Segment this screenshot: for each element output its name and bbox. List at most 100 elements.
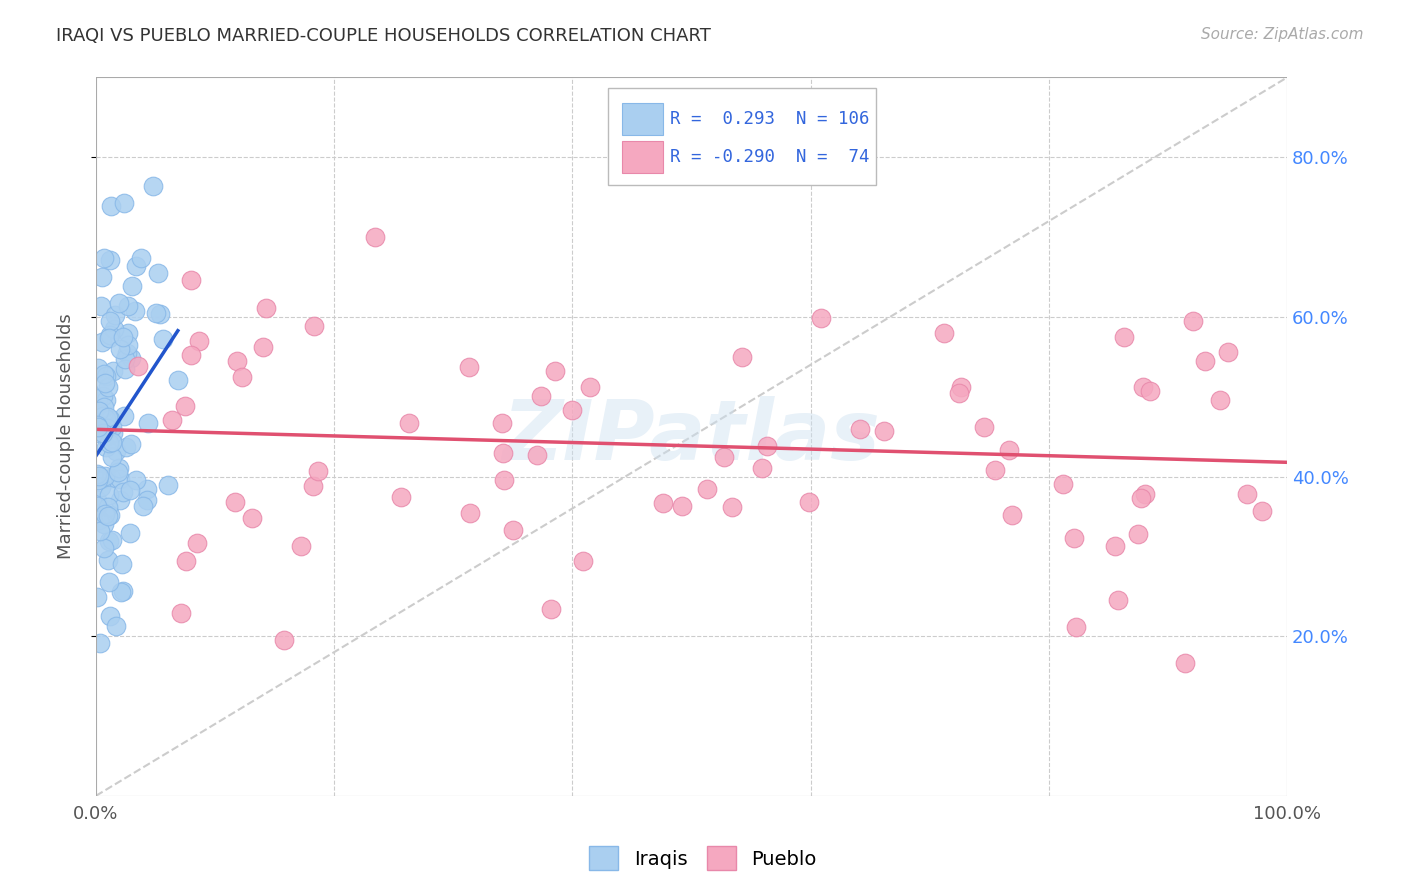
Point	[1112, 330, 1135, 344]
Point	[94, 440, 117, 454]
Point	[117, 346, 139, 360]
Point	[86, 493, 108, 508]
Text: R = -0.290  N =  74: R = -0.290 N = 74	[671, 148, 869, 166]
Point	[93, 252, 115, 266]
Point	[89, 469, 111, 483]
Legend: Iraqis, Pueblo: Iraqis, Pueblo	[581, 838, 825, 878]
Point	[492, 445, 515, 459]
Point	[145, 306, 167, 320]
Point	[104, 619, 127, 633]
Point	[97, 411, 120, 425]
Point	[104, 308, 127, 322]
Point	[98, 331, 121, 345]
Point	[112, 196, 135, 211]
Point	[530, 388, 553, 402]
Point	[86, 417, 108, 432]
Point	[458, 359, 481, 374]
Point	[273, 633, 295, 648]
Point	[849, 422, 872, 436]
Point	[160, 413, 183, 427]
Point	[96, 410, 118, 425]
Point	[114, 351, 136, 366]
Point	[713, 450, 735, 465]
Point	[148, 266, 170, 280]
Point	[101, 450, 124, 464]
Point	[110, 492, 132, 507]
Point	[91, 472, 114, 486]
Point	[1182, 314, 1205, 328]
Point	[948, 385, 970, 400]
Point	[1001, 508, 1024, 522]
Point	[1132, 379, 1154, 393]
Point	[91, 425, 114, 440]
Point	[120, 525, 142, 540]
Point	[100, 470, 122, 484]
Point	[117, 299, 139, 313]
Text: IRAQI VS PUEBLO MARRIED-COUPLE HOUSEHOLDS CORRELATION CHART: IRAQI VS PUEBLO MARRIED-COUPLE HOUSEHOLD…	[56, 27, 711, 45]
Point	[1208, 393, 1230, 408]
Point	[1174, 656, 1197, 670]
Point	[389, 490, 412, 504]
Point	[124, 473, 146, 487]
Point	[731, 350, 754, 364]
Point	[98, 533, 121, 548]
Point	[91, 409, 114, 424]
Point	[100, 199, 122, 213]
Point	[1129, 491, 1152, 505]
Point	[579, 380, 602, 394]
Text: Source: ZipAtlas.com: Source: ZipAtlas.com	[1201, 27, 1364, 42]
Point	[180, 348, 202, 362]
Point	[1133, 487, 1156, 501]
Point	[1063, 531, 1085, 545]
Point	[90, 335, 112, 350]
Point	[301, 479, 323, 493]
Point	[90, 269, 112, 284]
Point	[117, 326, 139, 340]
Point	[156, 478, 179, 492]
Point	[671, 499, 693, 513]
Point	[502, 523, 524, 537]
Point	[224, 495, 246, 509]
Point	[561, 403, 583, 417]
Point	[86, 420, 108, 434]
Point	[1104, 539, 1126, 553]
Point	[117, 337, 139, 351]
Point	[240, 511, 263, 525]
Point	[652, 496, 675, 510]
Point	[1126, 527, 1149, 541]
Point	[1236, 487, 1258, 501]
Point	[101, 533, 124, 548]
Point	[89, 513, 111, 527]
Point	[125, 259, 148, 273]
Point	[98, 328, 121, 343]
Point	[949, 380, 972, 394]
Point	[751, 461, 773, 475]
Point	[225, 353, 247, 368]
Point	[810, 311, 832, 326]
Point	[104, 443, 127, 458]
Point	[1251, 504, 1274, 518]
Point	[107, 465, 129, 479]
Point	[188, 334, 211, 348]
FancyBboxPatch shape	[623, 103, 664, 135]
Point	[86, 467, 108, 481]
Point	[307, 464, 329, 478]
Point	[110, 558, 132, 572]
Point	[114, 440, 136, 454]
Point	[101, 434, 124, 449]
Point	[94, 369, 117, 384]
Point	[87, 473, 110, 487]
Point	[120, 351, 142, 366]
Point	[96, 392, 118, 407]
Point	[112, 330, 135, 344]
Point	[98, 252, 121, 267]
Point	[87, 426, 110, 441]
Point	[94, 508, 117, 522]
Point	[127, 359, 149, 374]
Point	[98, 412, 121, 426]
Point	[692, 155, 714, 169]
FancyBboxPatch shape	[623, 141, 664, 173]
Point	[491, 417, 513, 431]
Point	[101, 426, 124, 441]
Point	[101, 419, 124, 434]
